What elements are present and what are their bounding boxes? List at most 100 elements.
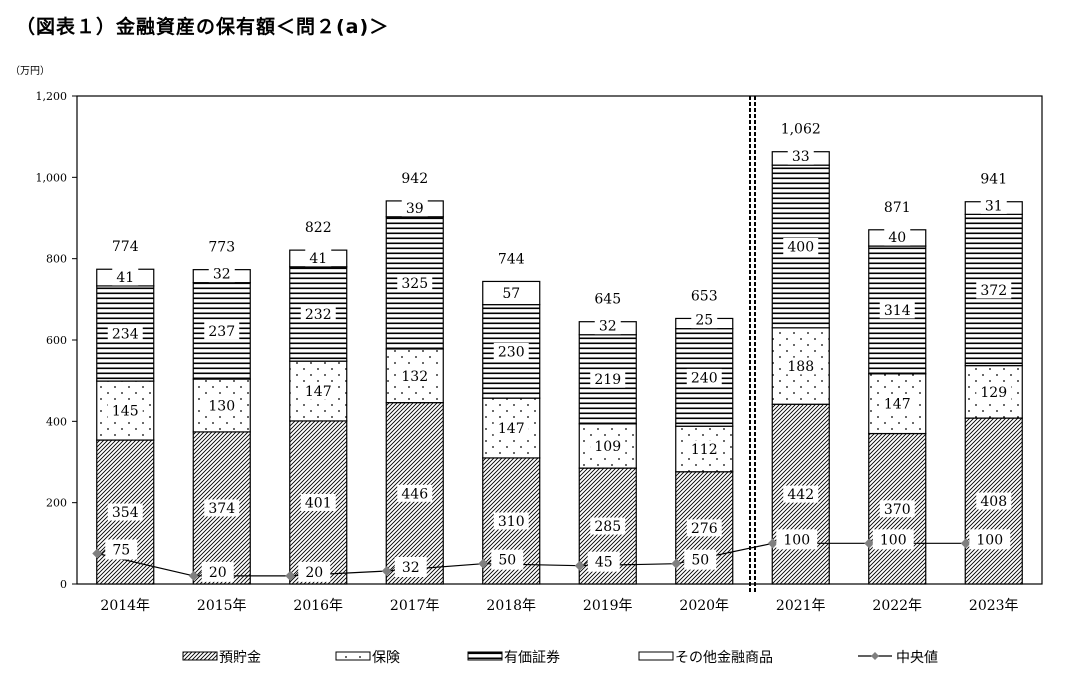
median-label-bg xyxy=(684,549,717,570)
data-label-bg xyxy=(204,396,240,414)
data-label-bg xyxy=(107,503,143,521)
data-label: 112 xyxy=(691,442,718,458)
total-label: 774 xyxy=(112,239,139,255)
data-label-bg xyxy=(884,228,911,246)
data-label-bg xyxy=(980,196,1007,214)
y-tick-label: 200 xyxy=(46,497,67,510)
data-label: 374 xyxy=(208,501,235,517)
data-label: 240 xyxy=(691,370,718,386)
legend-swatch xyxy=(638,651,674,661)
y-tick-label: 1,200 xyxy=(36,90,68,103)
data-label-bg xyxy=(493,342,529,360)
median-marker xyxy=(767,538,778,549)
median-leader-line xyxy=(293,571,299,577)
x-tick-label: 2016年 xyxy=(293,598,343,614)
x-tick-label: 2023年 xyxy=(969,598,1019,614)
data-label-bg xyxy=(783,485,819,503)
data-label-bg xyxy=(783,357,819,375)
median-leader-line xyxy=(679,559,685,564)
x-tick-label: 2021年 xyxy=(776,598,826,614)
median-label-bg xyxy=(201,561,234,582)
data-label: 40 xyxy=(888,230,906,246)
data-label: 39 xyxy=(406,201,424,217)
data-label-bg xyxy=(686,368,722,386)
median-leader-line xyxy=(583,561,589,566)
data-label-bg xyxy=(112,268,139,286)
data-label-bg xyxy=(976,281,1012,299)
y-tick-label: 600 xyxy=(46,334,67,347)
total-label: 871 xyxy=(884,200,911,216)
data-label-bg xyxy=(401,199,428,217)
median-label: 45 xyxy=(595,555,613,571)
median-marker xyxy=(381,565,392,576)
data-label-bg xyxy=(204,499,240,517)
data-label: 325 xyxy=(401,276,428,292)
x-tick-label: 2014年 xyxy=(100,598,150,614)
data-label: 276 xyxy=(691,521,718,537)
data-label-bg xyxy=(397,484,433,502)
median-label: 50 xyxy=(691,553,709,569)
data-label: 400 xyxy=(787,239,814,255)
chart-title: （図表１）金融資産の保有額＜問２(a)＞ xyxy=(16,16,390,38)
legend-label: その他金融商品 xyxy=(675,650,773,666)
data-label: 145 xyxy=(112,404,139,420)
data-label-bg xyxy=(107,402,143,420)
x-tick-label: 2020年 xyxy=(679,598,729,614)
data-label: 354 xyxy=(112,505,139,521)
data-label: 370 xyxy=(884,502,911,518)
data-label: 147 xyxy=(305,384,332,400)
data-label-bg xyxy=(686,519,722,537)
data-label: 237 xyxy=(208,324,235,340)
data-label-bg xyxy=(879,301,915,319)
data-label-bg xyxy=(686,440,722,458)
data-label: 32 xyxy=(599,319,617,335)
data-label: 147 xyxy=(884,397,911,413)
data-label: 33 xyxy=(792,149,810,165)
data-label-bg xyxy=(590,370,626,388)
data-label-bg xyxy=(498,284,525,302)
total-label: 645 xyxy=(594,292,621,308)
total-label: 744 xyxy=(498,251,525,267)
data-label: 372 xyxy=(980,283,1007,299)
data-label-bg xyxy=(107,324,143,342)
data-label-bg xyxy=(305,249,332,267)
total-label: 1,062 xyxy=(781,122,821,138)
data-label: 442 xyxy=(787,487,814,503)
median-leader-line xyxy=(486,559,492,564)
data-label: 314 xyxy=(884,303,911,319)
data-label: 147 xyxy=(498,421,525,437)
median-label: 100 xyxy=(976,532,1003,548)
data-label: 401 xyxy=(305,495,332,511)
x-tick-label: 2015年 xyxy=(197,598,247,614)
median-marker xyxy=(188,570,199,581)
data-label: 41 xyxy=(116,270,134,286)
data-label-bg xyxy=(204,322,240,340)
data-label-bg xyxy=(300,493,336,511)
legend-label: 保険 xyxy=(372,650,400,666)
median-leader-line xyxy=(390,566,396,572)
data-label: 57 xyxy=(502,286,520,302)
data-label-bg xyxy=(787,147,814,165)
median-label: 75 xyxy=(112,543,130,559)
x-tick-label: 2018年 xyxy=(486,598,536,614)
y-tick-label: 400 xyxy=(46,415,67,428)
legend-swatch xyxy=(182,651,218,661)
bar-segment-有価証券 xyxy=(964,213,1023,367)
data-label: 129 xyxy=(980,385,1007,401)
median-label-bg xyxy=(776,529,818,550)
data-label-bg xyxy=(976,383,1012,401)
data-label-bg xyxy=(493,512,529,530)
total-label: 941 xyxy=(980,172,1007,188)
legend-swatch xyxy=(467,651,503,661)
data-label: 446 xyxy=(401,486,428,502)
data-label: 234 xyxy=(112,326,139,342)
median-label-bg xyxy=(491,549,524,570)
total-label: 822 xyxy=(305,220,332,236)
median-label: 100 xyxy=(880,532,907,548)
data-label-bg xyxy=(590,437,626,455)
data-label-bg xyxy=(879,500,915,518)
median-label: 20 xyxy=(305,565,323,581)
median-marker xyxy=(960,538,971,549)
data-label: 109 xyxy=(594,439,621,455)
